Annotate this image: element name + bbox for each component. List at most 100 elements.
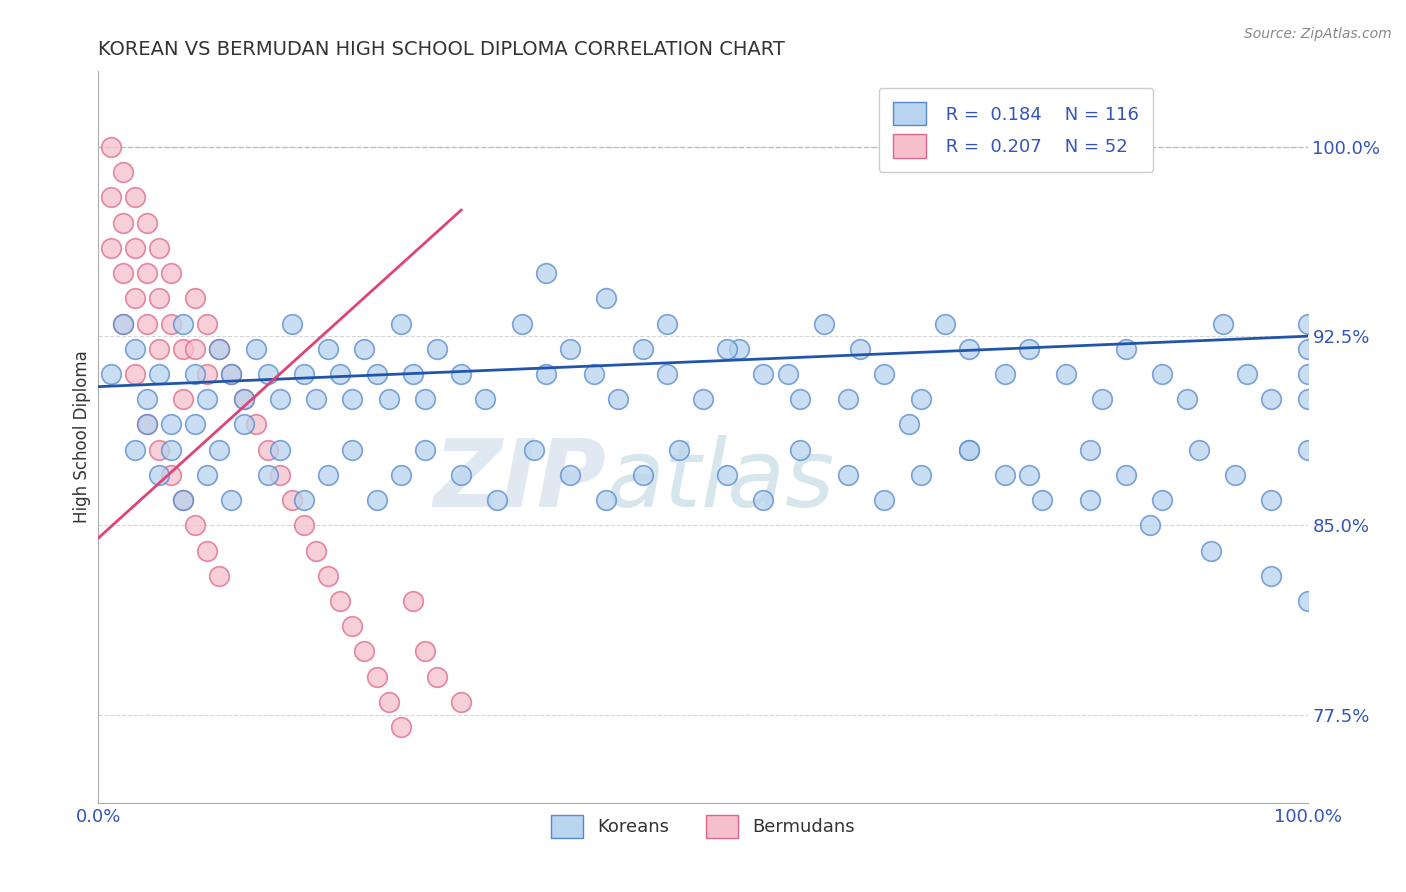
Point bbox=[256, 367, 278, 381]
Point bbox=[789, 442, 811, 457]
Y-axis label: High School Diploma: High School Diploma bbox=[73, 351, 91, 524]
Point bbox=[1115, 467, 1137, 482]
Point bbox=[195, 317, 218, 331]
Point bbox=[124, 291, 146, 305]
Point bbox=[269, 392, 291, 407]
Point bbox=[1091, 392, 1114, 407]
Point bbox=[377, 695, 399, 709]
Point bbox=[510, 317, 533, 331]
Point bbox=[195, 543, 218, 558]
Point bbox=[1296, 392, 1319, 407]
Point bbox=[342, 392, 364, 407]
Point bbox=[160, 467, 183, 482]
Point bbox=[135, 216, 157, 230]
Point bbox=[269, 467, 291, 482]
Point bbox=[221, 367, 243, 381]
Point bbox=[426, 342, 449, 356]
Text: ZIP: ZIP bbox=[433, 435, 606, 527]
Point bbox=[897, 417, 920, 432]
Point bbox=[413, 644, 436, 658]
Point bbox=[111, 216, 134, 230]
Point bbox=[148, 467, 170, 482]
Point bbox=[1175, 392, 1198, 407]
Point bbox=[172, 493, 194, 508]
Point bbox=[160, 442, 183, 457]
Point bbox=[1260, 493, 1282, 508]
Point bbox=[366, 670, 388, 684]
Point bbox=[813, 317, 835, 331]
Point bbox=[910, 392, 932, 407]
Point bbox=[208, 342, 231, 356]
Point bbox=[789, 392, 811, 407]
Point bbox=[208, 569, 231, 583]
Point bbox=[245, 342, 267, 356]
Point bbox=[292, 493, 315, 508]
Point bbox=[655, 367, 678, 381]
Point bbox=[148, 291, 170, 305]
Point bbox=[873, 367, 896, 381]
Point bbox=[172, 317, 194, 331]
Point bbox=[474, 392, 496, 407]
Point bbox=[135, 417, 157, 432]
Point bbox=[148, 241, 170, 255]
Point bbox=[631, 342, 654, 356]
Point bbox=[558, 342, 581, 356]
Point bbox=[124, 190, 146, 204]
Point bbox=[957, 442, 980, 457]
Point bbox=[413, 392, 436, 407]
Point bbox=[208, 442, 231, 457]
Point bbox=[305, 392, 328, 407]
Point bbox=[486, 493, 509, 508]
Point bbox=[1296, 342, 1319, 356]
Point bbox=[413, 442, 436, 457]
Point bbox=[195, 392, 218, 407]
Point bbox=[1260, 569, 1282, 583]
Point bbox=[316, 342, 339, 356]
Point bbox=[135, 417, 157, 432]
Point bbox=[232, 417, 254, 432]
Point bbox=[184, 417, 207, 432]
Point bbox=[389, 317, 412, 331]
Point bbox=[148, 442, 170, 457]
Point bbox=[692, 392, 714, 407]
Point bbox=[124, 442, 146, 457]
Point bbox=[1018, 467, 1040, 482]
Text: KOREAN VS BERMUDAN HIGH SCHOOL DIPLOMA CORRELATION CHART: KOREAN VS BERMUDAN HIGH SCHOOL DIPLOMA C… bbox=[98, 39, 786, 59]
Point bbox=[1296, 317, 1319, 331]
Point bbox=[305, 543, 328, 558]
Point bbox=[342, 442, 364, 457]
Point bbox=[172, 493, 194, 508]
Point bbox=[1223, 467, 1246, 482]
Point bbox=[402, 594, 425, 608]
Point bbox=[100, 241, 122, 255]
Point bbox=[534, 367, 557, 381]
Point bbox=[256, 467, 278, 482]
Point bbox=[353, 342, 375, 356]
Point bbox=[450, 467, 472, 482]
Point bbox=[111, 317, 134, 331]
Point bbox=[353, 644, 375, 658]
Point bbox=[135, 392, 157, 407]
Point bbox=[329, 367, 352, 381]
Point bbox=[148, 342, 170, 356]
Point bbox=[426, 670, 449, 684]
Point bbox=[534, 266, 557, 280]
Point bbox=[1078, 442, 1101, 457]
Point bbox=[752, 493, 775, 508]
Point bbox=[583, 367, 606, 381]
Point bbox=[111, 317, 134, 331]
Point bbox=[148, 367, 170, 381]
Point bbox=[292, 518, 315, 533]
Point bbox=[135, 266, 157, 280]
Point bbox=[281, 317, 304, 331]
Point bbox=[1199, 543, 1222, 558]
Legend: Koreans, Bermudans: Koreans, Bermudans bbox=[544, 807, 862, 845]
Point bbox=[124, 241, 146, 255]
Point bbox=[595, 493, 617, 508]
Point bbox=[957, 342, 980, 356]
Point bbox=[366, 493, 388, 508]
Point bbox=[837, 392, 859, 407]
Point bbox=[232, 392, 254, 407]
Point bbox=[668, 442, 690, 457]
Point bbox=[728, 342, 751, 356]
